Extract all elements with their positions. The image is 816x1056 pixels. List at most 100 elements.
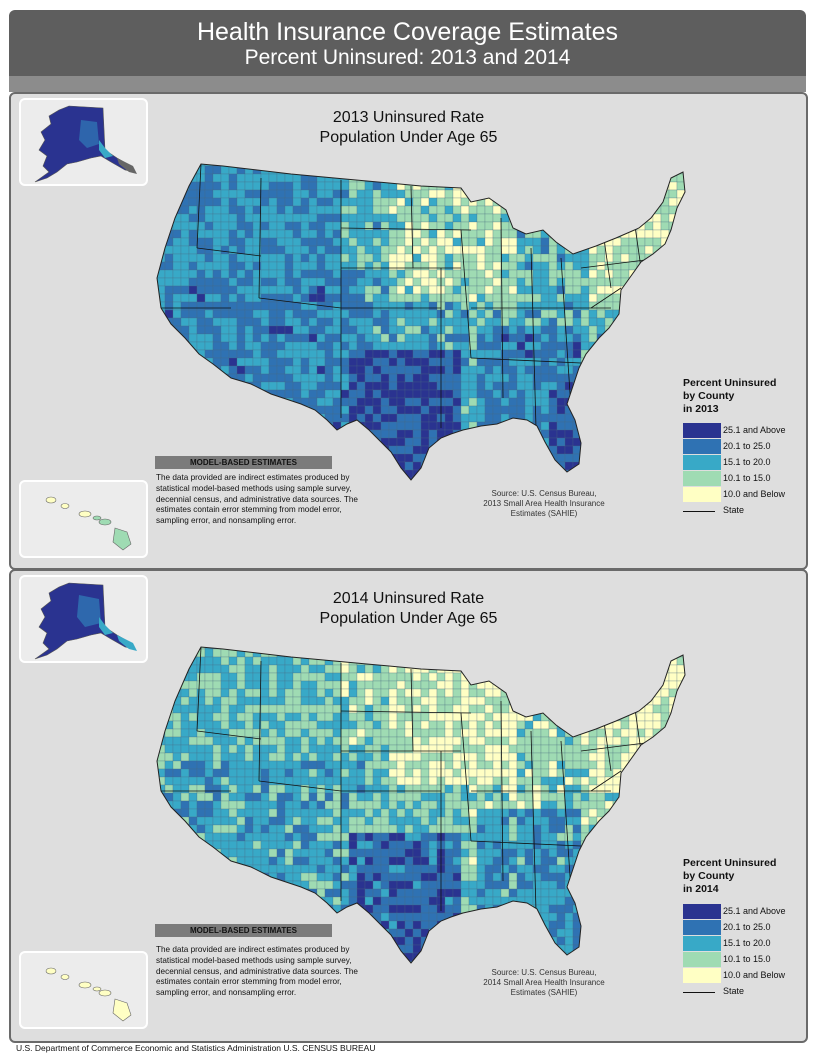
county-cell [572, 832, 582, 842]
county-cell [556, 647, 566, 650]
county-cell [204, 397, 214, 407]
county-cell [484, 237, 494, 247]
county-cell [204, 205, 214, 215]
county-cell [412, 720, 422, 730]
county-cell [476, 164, 486, 167]
county-cell [428, 237, 438, 247]
county-cell [452, 736, 462, 746]
county-cell [596, 413, 606, 423]
county-cell [308, 181, 318, 191]
county-cell [484, 189, 494, 199]
county-cell [364, 856, 374, 866]
county-cell [444, 800, 454, 810]
county-cell [380, 792, 390, 802]
county-cell [284, 333, 294, 343]
county-cell [260, 792, 270, 802]
county-cell [636, 792, 646, 802]
county-cell [268, 173, 278, 183]
county-cell [356, 856, 366, 866]
county-cell [196, 664, 206, 674]
county-cell [268, 840, 278, 850]
county-cell [420, 197, 430, 207]
county-cell [308, 421, 318, 431]
county-cell [628, 205, 638, 215]
county-cell [492, 712, 502, 722]
county-cell [268, 744, 278, 754]
county-cell [588, 680, 598, 690]
county-cell [452, 197, 462, 207]
county-cell [252, 285, 262, 295]
county-cell [636, 229, 646, 239]
county-cell [356, 872, 366, 882]
county-cell [420, 720, 430, 730]
county-cell [484, 736, 494, 746]
county-cell [652, 164, 662, 167]
county-cell [532, 189, 542, 199]
county-cell [380, 285, 390, 295]
county-cell [364, 688, 374, 698]
county-cell [604, 349, 614, 359]
county-cell [300, 688, 310, 698]
county-cell [372, 736, 382, 746]
county-cell [260, 285, 270, 295]
county-cell [332, 872, 342, 882]
county-cell [492, 744, 502, 754]
county-cell [596, 461, 606, 471]
county-cell [404, 461, 414, 471]
county-cell [676, 720, 685, 730]
county-cell [300, 245, 310, 255]
county-cell [324, 648, 334, 658]
county-cell [372, 413, 382, 423]
county-cell [340, 752, 350, 762]
county-cell [316, 317, 326, 327]
county-cell [684, 840, 685, 850]
county-cell [476, 704, 486, 714]
county-cell [628, 413, 638, 423]
county-cell [492, 164, 502, 167]
county-cell [284, 664, 294, 674]
county-cell [260, 429, 270, 439]
county-cell [396, 357, 406, 367]
county-cell [300, 680, 310, 690]
county-cell [300, 269, 310, 279]
county-cell [324, 389, 334, 399]
county-cell [580, 205, 590, 215]
county-cell [268, 704, 278, 714]
county-cell [276, 720, 286, 730]
county-cell [332, 341, 342, 351]
county-cell [348, 704, 358, 714]
county-cell [516, 293, 526, 303]
county-cell [604, 680, 614, 690]
county-cell [188, 333, 198, 343]
county-cell [492, 784, 502, 794]
county-cell [260, 768, 270, 778]
county-cell [236, 720, 246, 730]
county-cell [588, 413, 598, 423]
county-cell [220, 824, 230, 834]
county-cell [284, 816, 294, 826]
county-cell [157, 164, 158, 167]
county-cell [172, 648, 182, 658]
county-cell [228, 437, 238, 447]
county-cell [172, 664, 182, 674]
county-cell [676, 712, 685, 722]
county-cell [500, 856, 510, 866]
county-cell [636, 469, 646, 479]
county-cell [292, 181, 302, 191]
county-cell [460, 357, 470, 367]
county-cell [204, 405, 214, 415]
county-cell [356, 720, 366, 730]
county-cell [300, 253, 310, 263]
county-cell [652, 397, 662, 407]
county-cell [668, 840, 678, 850]
county-cell [380, 213, 390, 223]
county-cell [572, 333, 582, 343]
county-cell [516, 421, 526, 431]
county-cell [380, 269, 390, 279]
county-cell [252, 325, 262, 335]
county-cell [196, 405, 206, 415]
county-cell [308, 221, 318, 231]
county-cell [252, 840, 262, 850]
county-cell [508, 469, 518, 479]
county-cell [428, 197, 438, 207]
